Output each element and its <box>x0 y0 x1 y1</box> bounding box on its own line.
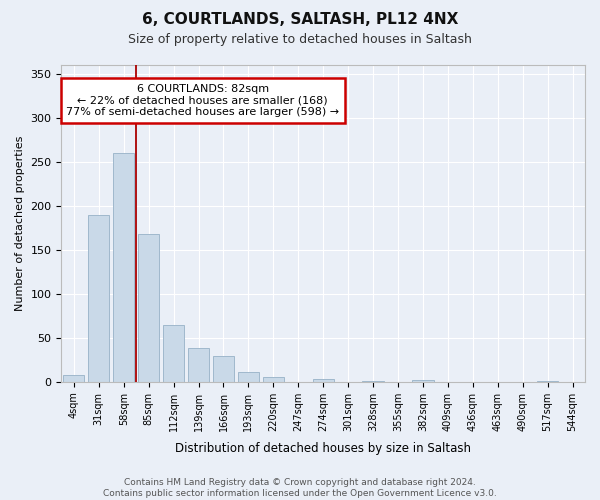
Bar <box>188 348 209 382</box>
Bar <box>88 214 109 382</box>
Bar <box>113 153 134 382</box>
Text: 6 COURTLANDS: 82sqm
← 22% of detached houses are smaller (168)
77% of semi-detac: 6 COURTLANDS: 82sqm ← 22% of detached ho… <box>66 84 340 117</box>
Bar <box>263 378 284 382</box>
Bar <box>313 379 334 382</box>
Y-axis label: Number of detached properties: Number of detached properties <box>15 136 25 311</box>
X-axis label: Distribution of detached houses by size in Saltash: Distribution of detached houses by size … <box>175 442 471 455</box>
Bar <box>213 356 234 382</box>
Bar <box>238 372 259 382</box>
Bar <box>163 324 184 382</box>
Bar <box>63 375 85 382</box>
Bar <box>362 381 383 382</box>
Text: 6, COURTLANDS, SALTASH, PL12 4NX: 6, COURTLANDS, SALTASH, PL12 4NX <box>142 12 458 28</box>
Bar <box>537 381 558 382</box>
Text: Size of property relative to detached houses in Saltash: Size of property relative to detached ho… <box>128 32 472 46</box>
Bar <box>138 234 159 382</box>
Bar <box>412 380 434 382</box>
Text: Contains HM Land Registry data © Crown copyright and database right 2024.
Contai: Contains HM Land Registry data © Crown c… <box>103 478 497 498</box>
